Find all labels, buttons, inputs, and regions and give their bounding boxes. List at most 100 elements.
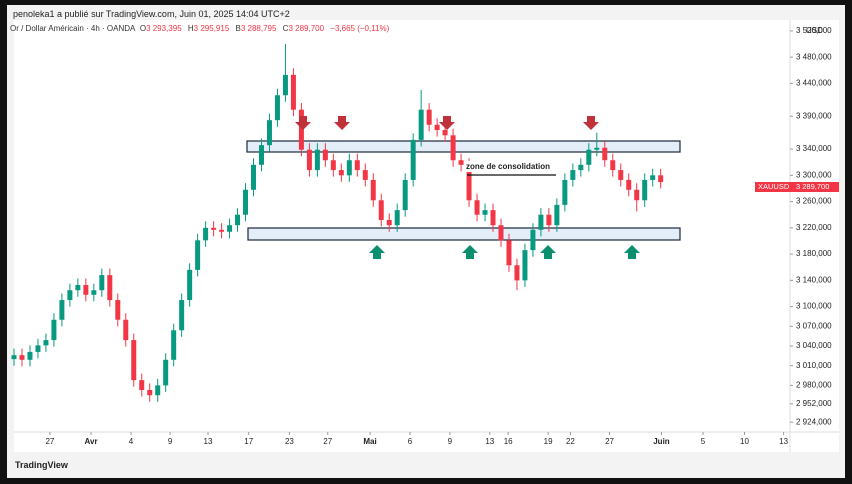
up-arrows [369, 245, 640, 259]
candle-body [610, 160, 616, 171]
candle-body [578, 164, 584, 171]
candle-body [426, 109, 432, 125]
candle-body [131, 340, 137, 381]
candle-body [658, 175, 664, 183]
x-tick-label: 9 [448, 437, 453, 446]
candle-body [147, 389, 153, 396]
candle-body [83, 284, 89, 295]
x-tick-label: 17 [244, 437, 253, 446]
candles [11, 44, 664, 402]
y-tick-label: 2 924,000 [796, 417, 832, 426]
annotation: zone de consolidation [466, 162, 550, 171]
candle-body [386, 219, 392, 226]
candle-body [67, 290, 73, 301]
candle-body [35, 345, 41, 352]
x-tick-label: 22 [566, 437, 575, 446]
candle-body [650, 175, 656, 180]
candle-body [115, 300, 121, 320]
candle-body [490, 210, 496, 226]
candle-body [203, 227, 209, 241]
symbol-title: Or / Dollar Américain · 4h · OANDA [10, 24, 136, 33]
x-tick-label: 10 [740, 437, 749, 446]
candle-body [554, 204, 560, 226]
y-tick-label: 2 952,000 [796, 399, 832, 408]
o-label: O [139, 24, 147, 33]
candle-body [219, 229, 225, 232]
last-price-tag [755, 182, 839, 192]
candle-body [626, 179, 632, 190]
candle-body [314, 149, 320, 171]
candle-body [51, 319, 57, 341]
candle-body [11, 355, 17, 360]
down-arrow [334, 116, 350, 130]
x-tick-label: 27 [323, 437, 332, 446]
candle-body [322, 149, 328, 161]
candle-body [506, 240, 512, 266]
x-tick-label: 19 [544, 437, 553, 446]
y-tick-label: 2 980,000 [796, 381, 832, 390]
support-zone [247, 227, 681, 241]
candle-body [290, 74, 296, 110]
candle-body [498, 225, 504, 241]
candle-body [91, 290, 97, 295]
candle-body [163, 359, 169, 386]
x-tick-label: Mai [363, 437, 376, 446]
candle-body [466, 164, 472, 201]
candle-body [642, 179, 648, 201]
candle-body [338, 170, 344, 176]
candle-body [562, 179, 568, 205]
candle-body [442, 130, 448, 136]
y-tick-label: 3 480,000 [796, 52, 832, 61]
candle-body [179, 300, 185, 331]
candle-body [378, 200, 384, 220]
c-label: C [282, 24, 289, 33]
candle-body [19, 355, 25, 360]
x-tick-label: 13 [779, 437, 788, 446]
candle-body [634, 189, 640, 201]
y-tick-label: 3 340,000 [796, 144, 832, 153]
y-tick-label: 3 440,000 [796, 79, 832, 88]
candle-body [482, 210, 488, 215]
x-tick-label: Juin [653, 437, 670, 446]
y-tick-label: 3 070,000 [796, 321, 832, 330]
candle-body [155, 385, 161, 396]
ohlc-legend: Or / Dollar Américain · 4h · OANDA O3 29… [10, 24, 393, 33]
y-tick-label: 3 260,000 [796, 197, 832, 206]
x-tick-label: 27 [605, 437, 614, 446]
candle-body [251, 164, 257, 190]
candle-body [306, 149, 312, 171]
candle-body [99, 275, 105, 291]
annotation-bg [464, 161, 560, 172]
up-arrow [462, 245, 478, 259]
candle-body [27, 351, 33, 360]
down-arrows [295, 116, 599, 130]
candle-body [434, 124, 440, 131]
up-arrow [540, 245, 556, 259]
candle-body [346, 160, 352, 176]
up-arrow [369, 245, 385, 259]
y-tick-label: 3 180,000 [796, 249, 832, 258]
b-label: B [235, 24, 241, 33]
candle-body [586, 149, 592, 165]
y-tick-label: 3 140,000 [796, 275, 832, 284]
candle-body [243, 189, 249, 215]
chart: USD zone de consolidation XAUUSD 3 289,7… [11, 20, 839, 452]
candle-body [235, 214, 241, 226]
candle-body [282, 74, 288, 96]
candle-body [354, 160, 360, 171]
candle-body [538, 214, 544, 230]
candle-body [474, 200, 480, 215]
candle-body [59, 300, 65, 320]
candle-body [139, 380, 145, 390]
y-tick-label: 3 010,000 [796, 361, 832, 370]
x-tick-label: 4 [129, 437, 134, 446]
y-tick-label: 3 100,000 [796, 302, 832, 311]
o-value: 3 293,395 [146, 24, 182, 33]
x-tick-label: Avr [85, 437, 98, 446]
x-tick-label: 23 [285, 437, 294, 446]
brand: TradingView [15, 460, 68, 470]
candle-body [450, 135, 456, 161]
candle-body [75, 284, 81, 291]
candle-body [514, 265, 520, 281]
